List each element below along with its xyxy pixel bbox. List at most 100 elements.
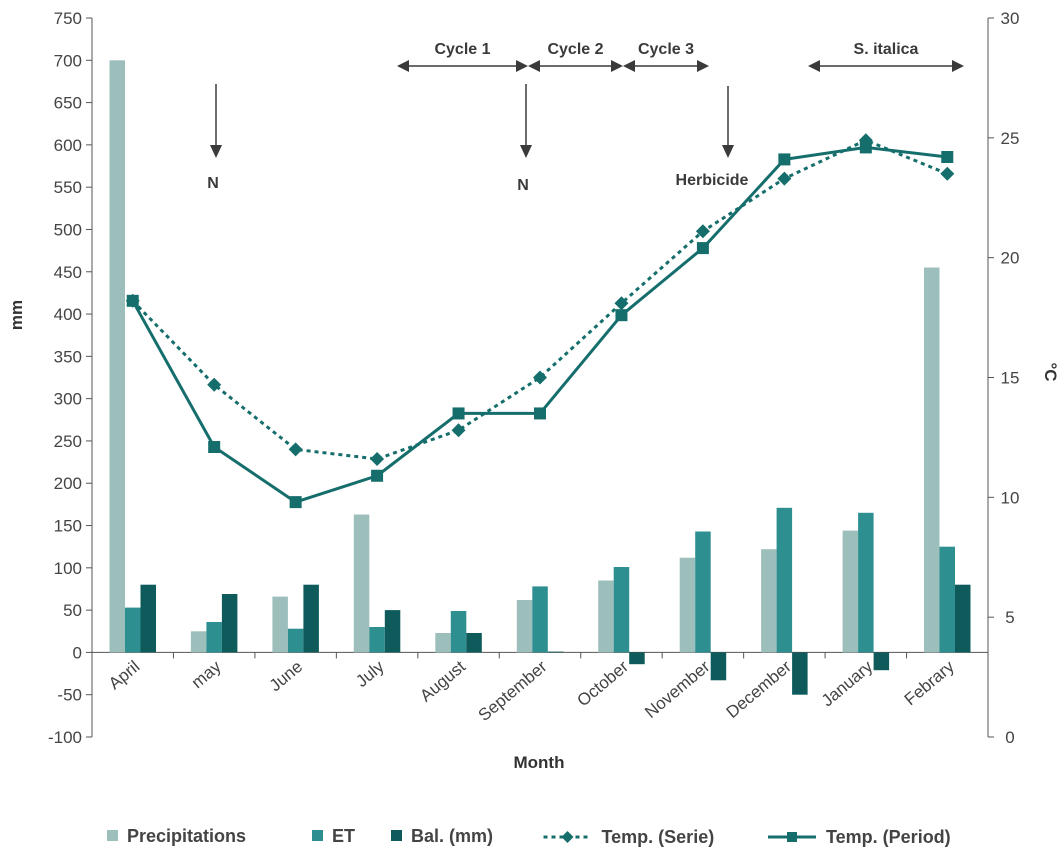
legend-marker	[787, 832, 797, 842]
y-tick-label: 100	[54, 559, 82, 578]
line-point	[452, 407, 465, 420]
bar	[369, 627, 385, 653]
bar	[206, 622, 222, 653]
y2-tick-label: 30	[1001, 9, 1020, 28]
y2-tick-label: 5	[1005, 608, 1014, 627]
legend-label: Temp. (Serie)	[602, 827, 715, 847]
arrow-head	[623, 60, 635, 72]
x-tick-label: December	[723, 657, 796, 722]
bar	[435, 633, 451, 653]
x-tick-label: October	[573, 657, 632, 711]
line-point	[126, 294, 139, 307]
arrow-head	[952, 60, 964, 72]
bar	[516, 600, 533, 653]
x-tick-label: November	[641, 657, 714, 722]
arrow-head	[516, 60, 528, 72]
line-series	[131, 145, 948, 504]
bar	[873, 652, 890, 671]
bar	[221, 594, 238, 653]
y2-axis-title: °C	[1041, 362, 1060, 381]
bar	[613, 567, 630, 653]
x-tick-label: August	[416, 657, 469, 706]
arrow-head	[397, 60, 409, 72]
bar	[695, 531, 711, 653]
y-tick-label: 700	[54, 51, 82, 70]
bar	[598, 580, 614, 653]
bar	[842, 530, 859, 653]
line-point	[533, 370, 547, 385]
y-tick-label: 150	[54, 517, 82, 536]
y2-tick-label: 10	[1001, 488, 1020, 507]
line-point	[695, 224, 710, 239]
bar	[125, 607, 141, 653]
arrow-head	[611, 60, 623, 72]
y-tick-label: 300	[54, 390, 82, 409]
line-point	[778, 153, 791, 166]
legend-label: Bal. (mm)	[411, 826, 493, 846]
y-tick-label: -100	[48, 728, 82, 747]
line-point	[859, 141, 872, 154]
y2-tick-label: 20	[1001, 249, 1020, 268]
x-tick-label: September	[475, 657, 551, 725]
arrow-head	[808, 60, 820, 72]
line-point	[615, 309, 628, 322]
period-label: Cycle 3	[638, 41, 694, 58]
legend-swatch	[107, 830, 118, 841]
bar	[792, 652, 808, 695]
y-tick-label: 500	[54, 220, 82, 239]
bar	[466, 633, 482, 653]
line-point	[207, 377, 222, 392]
line-point	[208, 441, 221, 454]
bar	[353, 514, 370, 653]
line-point	[451, 423, 466, 438]
bar	[776, 507, 793, 653]
line-point	[534, 407, 546, 420]
x-tick-label: April	[105, 657, 143, 693]
line-point	[371, 469, 384, 482]
period-label: S. italica	[854, 41, 919, 58]
line-point	[941, 151, 954, 164]
bar	[109, 60, 125, 653]
arrow-head	[520, 145, 532, 158]
y-tick-label: 200	[54, 474, 82, 493]
bar	[939, 546, 955, 653]
x-tick-label: July	[352, 657, 388, 691]
y-tick-label: 650	[54, 94, 82, 113]
y-tick-label: 0	[73, 643, 82, 662]
line-point	[288, 442, 303, 457]
legend-label: Temp. (Period)	[826, 827, 951, 847]
arrow-head	[210, 145, 222, 158]
y-tick-label: 350	[54, 347, 82, 366]
line-point	[777, 171, 792, 186]
bar	[450, 611, 467, 653]
annotations: Cycle 1 Cycle 2 Cycle 3 S. italica N N Herbici…	[207, 41, 964, 194]
x-tick-label: may	[188, 657, 225, 693]
arrow-head	[722, 145, 734, 158]
line-series	[131, 138, 948, 461]
bar	[190, 631, 207, 653]
bar	[858, 512, 874, 653]
bar	[547, 651, 564, 653]
bar-group	[109, 60, 971, 695]
line-point	[370, 451, 385, 466]
arrow-head	[697, 60, 709, 72]
legend-marker	[561, 831, 574, 843]
y2-tick-label: 0	[1005, 728, 1014, 747]
y-tick-label: 550	[54, 178, 82, 197]
event-label: Herbicide	[676, 172, 749, 189]
bar	[140, 584, 156, 653]
period-label: Cycle 2	[547, 41, 603, 58]
y-axis-title: mm	[7, 300, 26, 330]
y-tick-label: 600	[54, 136, 82, 155]
y-tick-label: 250	[54, 432, 82, 451]
bar	[272, 596, 288, 653]
line-group	[125, 133, 955, 509]
event-label: N	[517, 177, 529, 194]
y-tick-label: 400	[54, 305, 82, 324]
bar	[384, 610, 401, 653]
legend-swatch	[391, 830, 402, 841]
x-tick-label: June	[266, 657, 306, 695]
bar	[710, 652, 727, 681]
period-label: Cycle 1	[434, 41, 490, 58]
